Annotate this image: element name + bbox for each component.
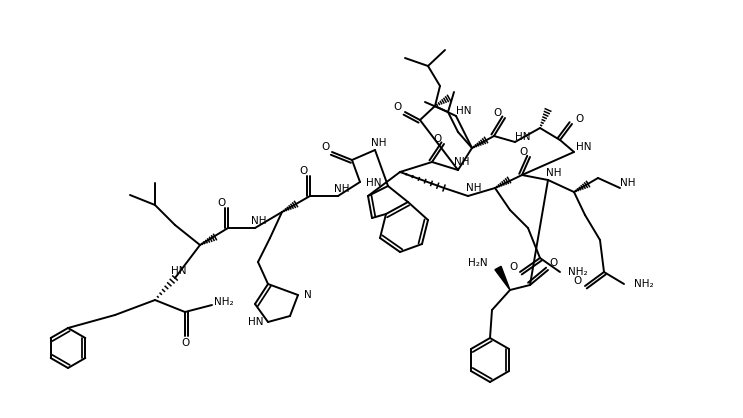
Text: O: O: [574, 276, 582, 286]
Text: N: N: [304, 290, 312, 300]
Text: NH: NH: [334, 184, 350, 194]
Text: NH: NH: [467, 183, 481, 193]
Text: NH: NH: [372, 138, 387, 148]
Text: O: O: [181, 338, 189, 348]
Text: NH₂: NH₂: [635, 279, 654, 289]
Text: O: O: [433, 134, 441, 144]
Text: O: O: [575, 114, 583, 124]
Text: NH: NH: [251, 216, 267, 226]
Text: HN: HN: [577, 142, 591, 152]
Text: O: O: [549, 258, 557, 268]
Text: NH: NH: [454, 157, 470, 167]
Text: O: O: [394, 102, 402, 112]
Text: O: O: [217, 198, 225, 208]
Polygon shape: [495, 266, 510, 290]
Text: O: O: [519, 147, 527, 157]
Text: NH₂: NH₂: [214, 297, 234, 307]
Text: O: O: [509, 262, 517, 272]
Text: H₂N: H₂N: [468, 258, 488, 268]
Text: HN: HN: [515, 132, 531, 142]
Text: HN: HN: [456, 106, 472, 116]
Text: O: O: [494, 108, 502, 118]
Text: O: O: [299, 166, 307, 176]
Text: HN: HN: [366, 178, 382, 188]
Text: HN: HN: [171, 266, 186, 276]
Text: NH: NH: [620, 178, 636, 188]
Text: HN: HN: [248, 317, 264, 327]
Text: NH: NH: [546, 168, 562, 178]
Text: O: O: [321, 142, 329, 152]
Text: NH₂: NH₂: [568, 267, 588, 277]
